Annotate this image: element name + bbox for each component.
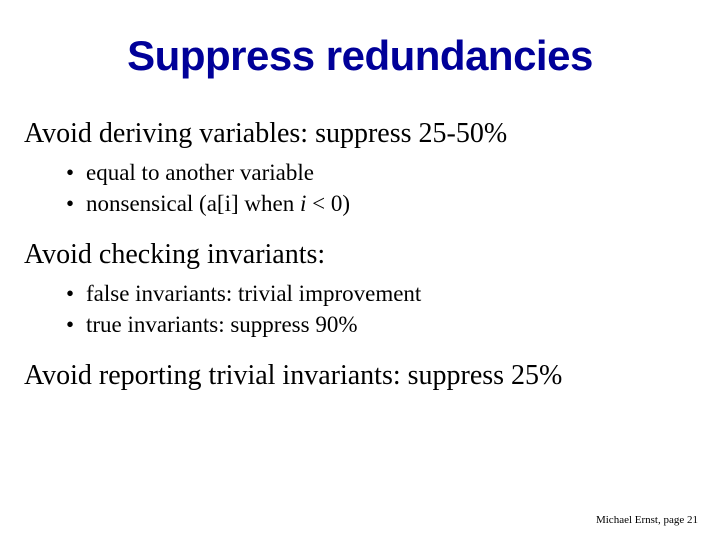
bullet-text: equal to another variable xyxy=(86,157,314,188)
bullet-1-2: • nonsensical (a[i] when i < 0) xyxy=(66,188,700,219)
slide-title: Suppress redundancies xyxy=(20,32,700,80)
bullet-prefix: nonsensical (a[i] when xyxy=(86,191,300,216)
bullets-1: • equal to another variable • nonsensica… xyxy=(66,157,700,219)
bullet-text: false invariants: trivial improvement xyxy=(86,278,421,309)
body-line-1: Avoid deriving variables: suppress 25-50… xyxy=(24,116,700,151)
bullet-dot-icon: • xyxy=(66,309,86,340)
footer-text: Michael Ernst, page 21 xyxy=(596,514,698,526)
bullet-dot-icon: • xyxy=(66,188,86,219)
bullet-text: nonsensical (a[i] when i < 0) xyxy=(86,188,350,219)
bullet-1-1: • equal to another variable xyxy=(66,157,700,188)
bullet-2-2: • true invariants: suppress 90% xyxy=(66,309,700,340)
bullet-text: true invariants: suppress 90% xyxy=(86,309,357,340)
bullet-dot-icon: • xyxy=(66,157,86,188)
bullet-2-1: • false invariants: trivial improvement xyxy=(66,278,700,309)
bullet-suffix: < 0) xyxy=(306,191,350,216)
bullet-dot-icon: • xyxy=(66,278,86,309)
body-line-2: Avoid checking invariants: xyxy=(24,237,700,272)
body-line-3: Avoid reporting trivial invariants: supp… xyxy=(24,358,700,393)
bullets-2: • false invariants: trivial improvement … xyxy=(66,278,700,340)
